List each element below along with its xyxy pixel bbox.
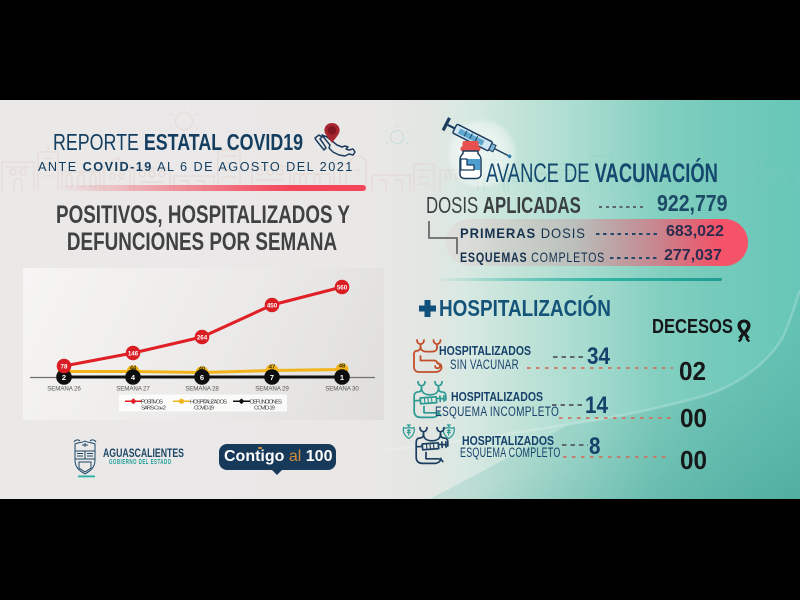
svg-text:SARS-Cov-2: SARS-Cov-2: [141, 406, 166, 412]
svg-text:SEMANA 30: SEMANA 30: [325, 386, 359, 393]
svg-text:146: 146: [128, 350, 139, 357]
svg-text:SEMANA 26: SEMANA 26: [47, 386, 81, 393]
svg-text:6: 6: [200, 373, 204, 382]
svg-text:78: 78: [61, 363, 68, 370]
svg-text:SEMANA 29: SEMANA 29: [255, 386, 289, 393]
svg-text:POSITIVOS: POSITIVOS: [141, 399, 163, 405]
svg-text:COVID-19: COVID-19: [254, 406, 275, 412]
svg-text:44: 44: [130, 366, 137, 372]
svg-text:4: 4: [131, 373, 136, 382]
svg-text:COVID-19: COVID-19: [194, 406, 214, 412]
svg-text:SEMANA 28: SEMANA 28: [185, 386, 219, 393]
svg-text:SEMANA 27: SEMANA 27: [116, 386, 150, 393]
svg-text:48: 48: [339, 364, 346, 370]
svg-text:47: 47: [269, 365, 275, 371]
svg-text:560: 560: [337, 284, 348, 291]
svg-text:2: 2: [62, 373, 66, 382]
svg-text:7: 7: [270, 373, 274, 382]
svg-text:450: 450: [267, 302, 278, 309]
svg-text:HOSPITALIZADOS: HOSPITALIZADOS: [190, 399, 227, 405]
svg-text:1: 1: [340, 373, 344, 382]
svg-text:DEFUNCIONES: DEFUNCIONES: [250, 399, 282, 405]
svg-text:264: 264: [197, 334, 208, 341]
